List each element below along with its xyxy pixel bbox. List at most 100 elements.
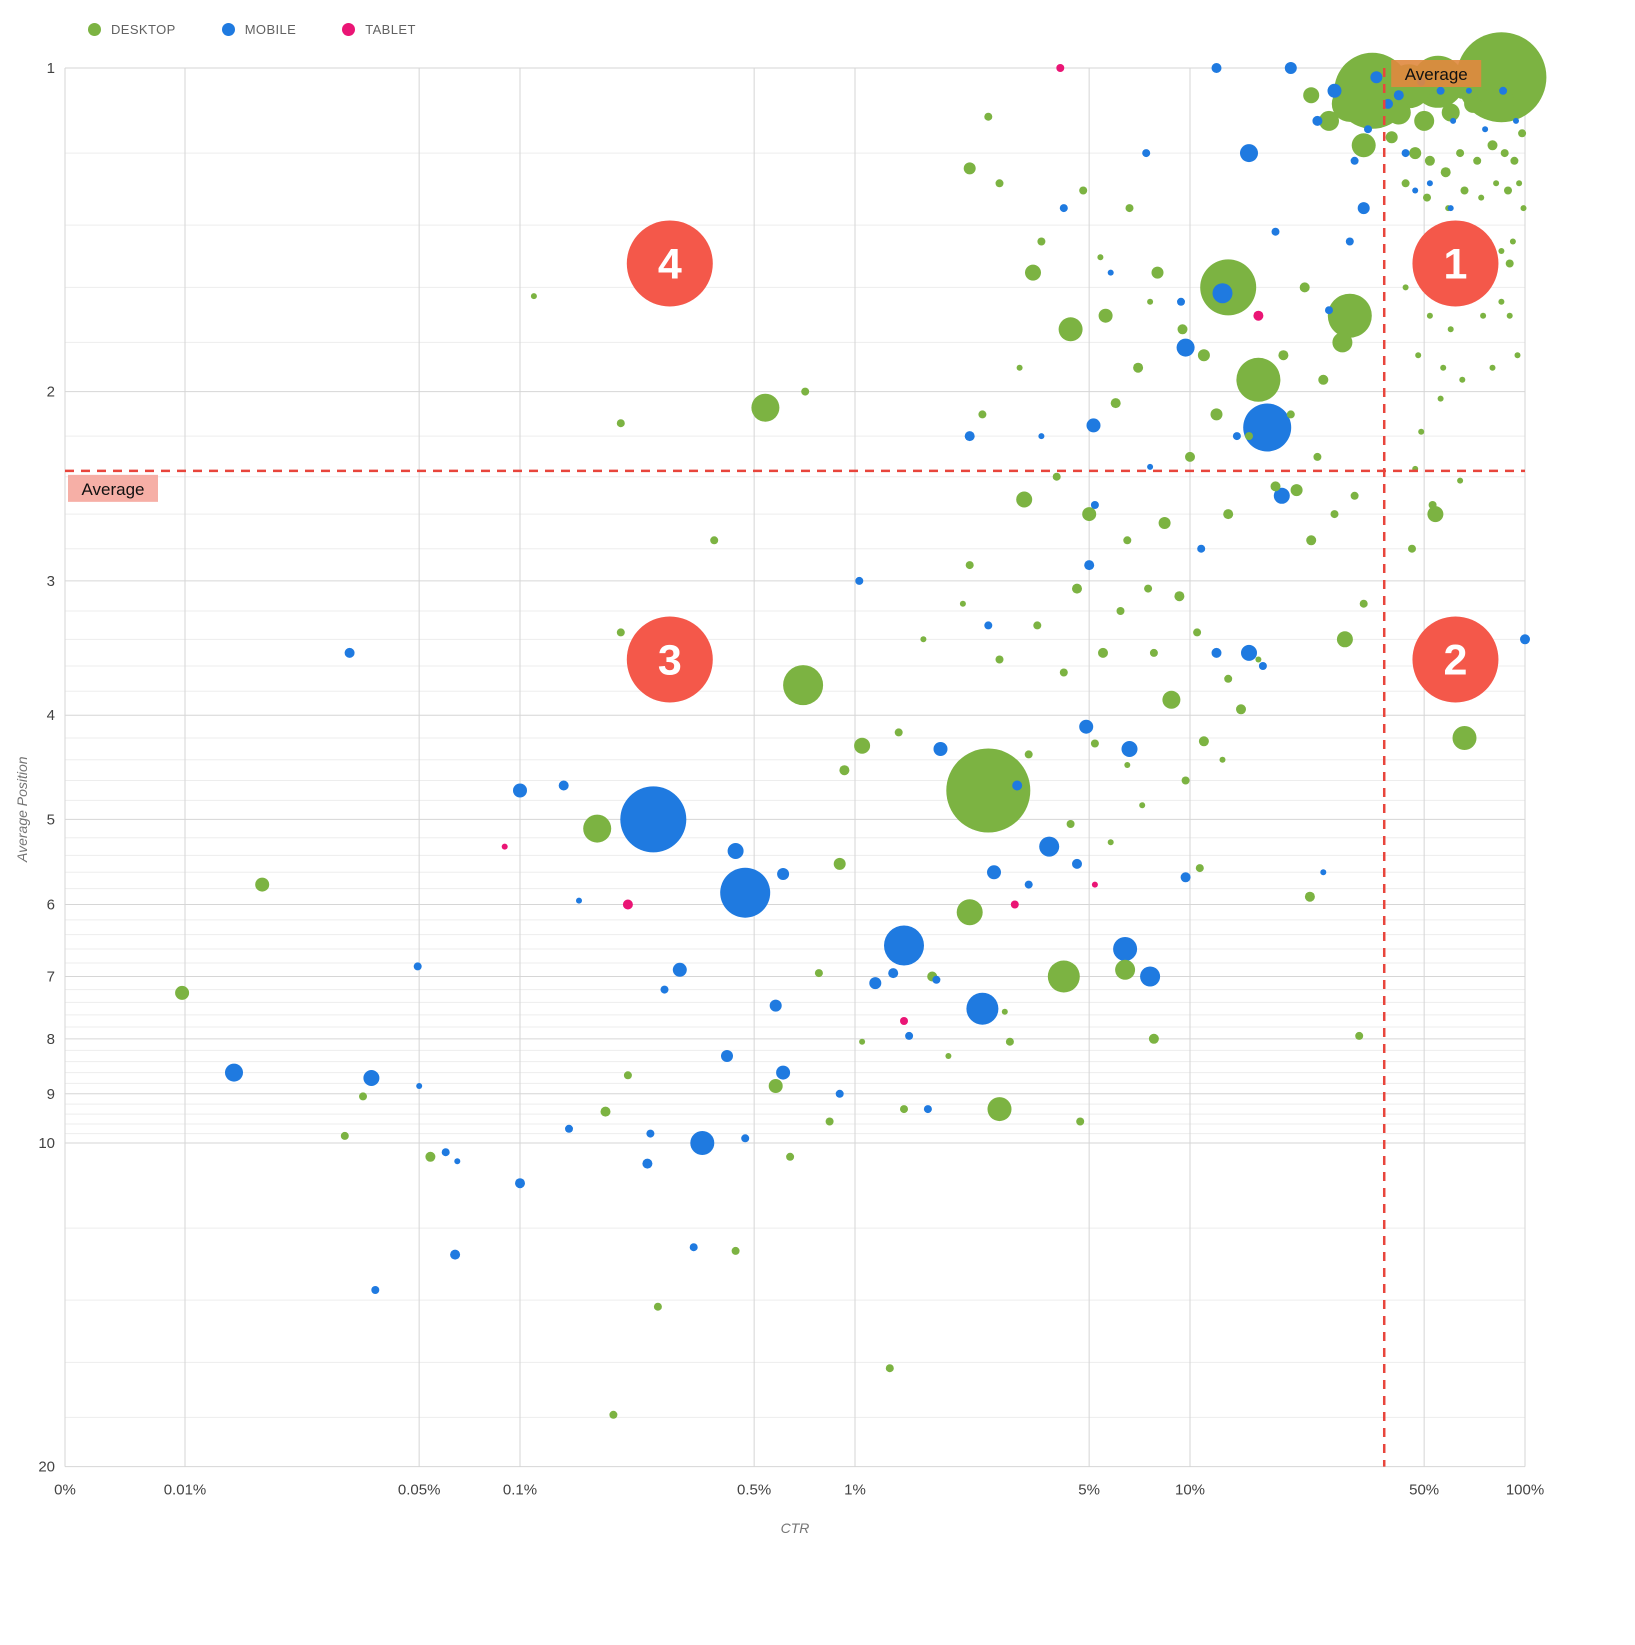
bubble-mobile[interactable] — [1520, 634, 1530, 645]
bubble-desktop[interactable] — [1290, 484, 1303, 497]
bubble-mobile[interactable] — [835, 1089, 844, 1098]
bubble-mobile[interactable] — [1084, 560, 1095, 571]
bubble-desktop[interactable] — [965, 561, 974, 570]
bubble-mobile[interactable] — [1240, 144, 1258, 163]
bubble-mobile[interactable] — [1312, 115, 1323, 126]
bubble-desktop[interactable] — [1452, 726, 1477, 750]
bubble-desktop[interactable] — [1505, 259, 1514, 268]
bubble-desktop[interactable] — [978, 410, 987, 419]
bubble-desktop[interactable] — [1477, 89, 1490, 102]
bubble-desktop[interactable] — [956, 899, 983, 926]
bubble-desktop[interactable] — [1098, 647, 1108, 658]
bubble-mobile[interactable] — [565, 1124, 573, 1133]
bubble-desktop[interactable] — [1162, 690, 1181, 709]
bubble-desktop[interactable] — [1125, 204, 1134, 213]
bubble-mobile[interactable] — [1140, 966, 1161, 987]
bubble-mobile[interactable] — [1364, 125, 1372, 134]
bubble-mobile[interactable] — [1039, 836, 1060, 857]
bubble-desktop[interactable] — [1456, 149, 1465, 158]
bubble-desktop[interactable] — [1427, 506, 1444, 523]
bubble-desktop[interactable] — [987, 1097, 1012, 1122]
bubble-desktop[interactable] — [768, 1079, 783, 1093]
bubble-desktop[interactable] — [959, 600, 966, 607]
bubble-mobile[interactable] — [1059, 204, 1068, 213]
bubble-desktop[interactable] — [1016, 364, 1023, 371]
bubble-desktop[interactable] — [1409, 147, 1422, 160]
bubble-desktop[interactable] — [653, 1302, 662, 1311]
bubble-mobile[interactable] — [720, 867, 771, 918]
bubble-desktop[interactable] — [1123, 536, 1132, 545]
bubble-desktop[interactable] — [1500, 149, 1509, 158]
bubble-mobile[interactable] — [1241, 644, 1257, 661]
bubble-desktop[interactable] — [1459, 376, 1466, 383]
bubble-mobile[interactable] — [1197, 544, 1206, 553]
bubble-desktop[interactable] — [1210, 408, 1223, 421]
bubble-mobile[interactable] — [454, 1158, 461, 1165]
bubble-mobile[interactable] — [646, 1129, 655, 1138]
bubble-desktop[interactable] — [1255, 656, 1262, 663]
bubble-desktop[interactable] — [920, 636, 927, 643]
bubble-desktop[interactable] — [1147, 298, 1154, 305]
bubble-tablet[interactable] — [1253, 310, 1264, 321]
bubble-desktop[interactable] — [1350, 491, 1359, 500]
bubble-desktop[interactable] — [1498, 298, 1505, 305]
bubble-desktop[interactable] — [1415, 352, 1422, 359]
bubble-desktop[interactable] — [1016, 491, 1033, 508]
bubble-desktop[interactable] — [1330, 510, 1339, 519]
bubble-mobile[interactable] — [721, 1050, 733, 1062]
bubble-desktop[interactable] — [1174, 591, 1185, 602]
bubble-desktop[interactable] — [1110, 398, 1121, 409]
bubble-desktop[interactable] — [1236, 704, 1246, 715]
bubble-desktop[interactable] — [1072, 583, 1082, 594]
bubble-desktop[interactable] — [1223, 509, 1234, 520]
legend-item-mobile[interactable]: MOBILE — [221, 22, 297, 37]
bubble-mobile[interactable] — [1177, 297, 1185, 306]
bubble-mobile[interactable] — [513, 783, 527, 798]
bubble-desktop[interactable] — [1185, 451, 1195, 462]
bubble-desktop[interactable] — [1386, 100, 1411, 125]
bubble-mobile[interactable] — [642, 1158, 653, 1169]
bubble-mobile[interactable] — [1271, 227, 1280, 236]
bubble-desktop[interactable] — [1059, 668, 1068, 677]
bubble-desktop[interactable] — [1408, 544, 1416, 553]
bubble-mobile[interactable] — [1090, 501, 1099, 509]
bubble-desktop[interactable] — [1414, 110, 1435, 131]
bubble-desktop[interactable] — [609, 1410, 618, 1419]
bubble-desktop[interactable] — [1332, 332, 1353, 353]
bubble-mobile[interactable] — [1211, 63, 1222, 73]
bubble-desktop[interactable] — [894, 728, 903, 737]
bubble-mobile[interactable] — [690, 1131, 715, 1155]
bubble-mobile[interactable] — [1079, 719, 1094, 734]
bubble-desktop[interactable] — [175, 985, 190, 1000]
bubble-desktop[interactable] — [1440, 364, 1447, 371]
bubble-desktop[interactable] — [900, 1105, 908, 1114]
bubble-mobile[interactable] — [1499, 86, 1508, 95]
bubble-desktop[interactable] — [1097, 254, 1104, 261]
bubble-desktop[interactable] — [1198, 736, 1209, 747]
bubble-mobile[interactable] — [1024, 880, 1033, 889]
bubble-mobile[interactable] — [689, 1243, 698, 1252]
bubble-desktop[interactable] — [839, 765, 850, 776]
bubble-mobile[interactable] — [1383, 98, 1393, 109]
bubble-mobile[interactable] — [1482, 126, 1489, 133]
bubble-desktop[interactable] — [1148, 1033, 1159, 1044]
bubble-mobile[interactable] — [450, 1249, 461, 1260]
bubble-desktop[interactable] — [1158, 517, 1171, 529]
bubble-mobile[interactable] — [1447, 205, 1454, 212]
bubble-mobile[interactable] — [1345, 237, 1354, 246]
bubble-mobile[interactable] — [964, 431, 975, 442]
bubble-desktop[interactable] — [1090, 739, 1099, 748]
bubble-mobile[interactable] — [1180, 872, 1191, 883]
bubble-desktop[interactable] — [1489, 364, 1496, 371]
bubble-desktop[interactable] — [1197, 349, 1210, 362]
bubble-desktop[interactable] — [751, 393, 780, 422]
bubble-desktop[interactable] — [1133, 362, 1144, 373]
bubble-tablet[interactable] — [1056, 64, 1065, 72]
bubble-tablet[interactable] — [622, 899, 633, 910]
bubble-desktop[interactable] — [1107, 839, 1114, 846]
bubble-desktop[interactable] — [1501, 104, 1518, 121]
bubble-desktop[interactable] — [731, 1246, 740, 1255]
bubble-desktop[interactable] — [1219, 756, 1226, 763]
bubble-desktop[interactable] — [1076, 1117, 1085, 1126]
bubble-desktop[interactable] — [885, 1364, 894, 1373]
